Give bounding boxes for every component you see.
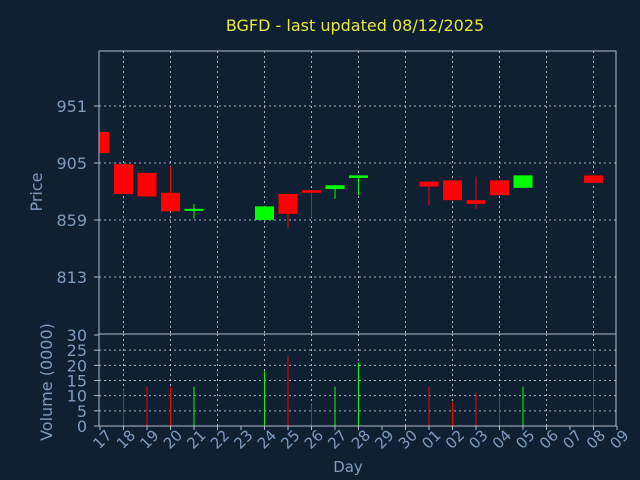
candle-body — [349, 175, 368, 178]
candle-body — [114, 164, 133, 194]
candle-body — [513, 175, 533, 188]
day-axis-ticks: 1718192021222324252627282930010203040506… — [89, 426, 633, 453]
volume-axis-label: Volume (0000) — [37, 323, 56, 441]
candle-body — [278, 193, 298, 214]
price-tick-label: 951 — [56, 97, 87, 116]
volume-tick-label: 25 — [67, 341, 87, 360]
volume-tick-label: 30 — [67, 326, 87, 345]
volume-grid — [99, 334, 616, 426]
volume-tick-label: 0 — [77, 417, 87, 436]
candle-body — [255, 206, 274, 220]
price-axis-ticks: 813 859 905 951 — [56, 97, 99, 287]
candle-body — [443, 180, 462, 201]
candle-body — [302, 190, 321, 193]
volume-bars — [123, 350, 594, 426]
price-tick-label: 813 — [56, 268, 87, 287]
candle-body — [100, 132, 110, 154]
volume-panel-frame — [98, 333, 617, 427]
volume-tick-label: 5 — [77, 402, 87, 421]
candle-body — [584, 175, 603, 183]
candle-body — [466, 200, 486, 204]
candle-body — [325, 185, 345, 190]
price-candles — [99, 132, 603, 228]
candle-body — [419, 181, 439, 187]
chart-title: BGFD - last updated 08/12/2025 — [226, 16, 484, 35]
candle-body — [161, 192, 180, 212]
volume-tick-label: 15 — [67, 372, 87, 391]
volume-tick-label: 10 — [67, 387, 87, 406]
candle-body — [137, 172, 157, 197]
price-tick-label: 905 — [56, 154, 87, 173]
volume-tick-label: 20 — [67, 356, 87, 375]
candle-body — [490, 180, 509, 196]
day-axis-label: Day — [333, 458, 363, 476]
price-tick-label: 859 — [56, 211, 87, 230]
price-axis-label: Price — [27, 172, 46, 211]
candle-body — [184, 208, 204, 211]
